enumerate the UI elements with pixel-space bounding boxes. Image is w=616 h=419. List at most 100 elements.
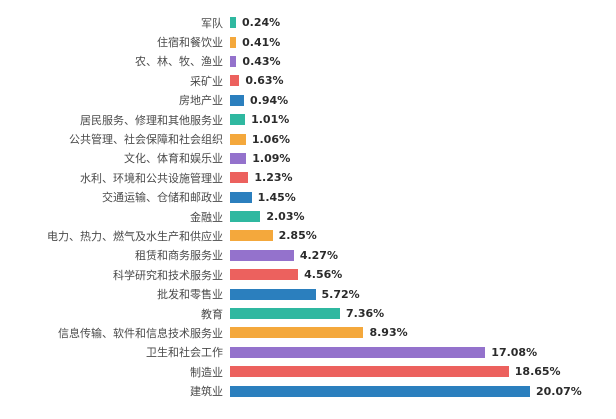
bar [230, 172, 249, 184]
chart-row: 文化、体育和娱乐业 1.09% [0, 149, 616, 168]
category-label: 科学研究和技术服务业 [113, 268, 223, 282]
category-label: 公共管理、社会保障和社会组织 [69, 133, 223, 147]
chart-row: 水利、环境和公共设施管理业 1.23% [0, 168, 616, 187]
value-label: 4.27% [299, 248, 338, 262]
value-label: 8.93% [369, 326, 408, 340]
category-label: 文化、体育和娱乐业 [124, 152, 223, 166]
chart-row: 电力、热力、燃气及水生产和供应业 2.85% [0, 226, 616, 245]
category-label: 教育 [201, 307, 223, 321]
bar-area: 17.08% [230, 346, 616, 359]
chart-row: 制造业 18.65% [0, 362, 616, 381]
value-label: 1.45% [257, 190, 296, 204]
value-label: 0.24% [242, 16, 281, 30]
category-label: 建筑业 [190, 385, 223, 399]
bar [230, 94, 245, 106]
chart-row: 公共管理、社会保障和社会组织 1.06% [0, 129, 616, 148]
bar [230, 114, 246, 126]
chart-row: 军队 0.24% [0, 13, 616, 32]
chart-row: 采矿业 0.63% [0, 71, 616, 90]
bar [230, 152, 247, 164]
value-label: 7.36% [346, 307, 385, 321]
chart-row: 居民服务、修理和其他服务业 1.01% [0, 110, 616, 129]
bar [230, 308, 340, 320]
chart-row: 房地产业 0.94% [0, 91, 616, 110]
bar-area: 0.43% [230, 55, 616, 68]
bar [230, 385, 530, 397]
bar-area: 5.72% [230, 288, 616, 301]
chart-row: 金融业 2.03% [0, 207, 616, 226]
bar-area: 4.56% [230, 268, 616, 281]
category-label: 卫生和社会工作 [146, 346, 223, 360]
bar-area: 0.41% [230, 36, 616, 49]
value-label: 1.01% [251, 113, 290, 127]
value-label: 1.09% [252, 151, 291, 165]
chart-row: 教育 7.36% [0, 304, 616, 323]
bar [230, 191, 252, 203]
bar-area: 2.03% [230, 210, 616, 223]
chart-row: 批发和零售业 5.72% [0, 284, 616, 303]
bar-area: 1.09% [230, 152, 616, 165]
bar [230, 346, 486, 358]
value-label: 2.03% [266, 210, 305, 224]
value-label: 0.43% [242, 54, 281, 68]
category-label: 居民服务、修理和其他服务业 [80, 113, 223, 127]
value-label: 1.23% [254, 171, 293, 185]
bar-area: 20.07% [230, 385, 616, 398]
value-label: 0.94% [250, 93, 289, 107]
bar [230, 288, 316, 300]
bar [230, 36, 237, 48]
value-label: 20.07% [536, 384, 582, 398]
category-label: 批发和零售业 [157, 288, 223, 302]
bar [230, 17, 236, 29]
bar [230, 366, 509, 378]
bar [230, 249, 294, 261]
bar-area: 18.65% [230, 365, 616, 378]
chart-row: 卫生和社会工作 17.08% [0, 343, 616, 362]
bar-area: 8.93% [230, 326, 616, 339]
category-label: 信息传输、软件和信息技术服务业 [58, 326, 223, 340]
category-label: 军队 [201, 16, 223, 30]
bar-area: 1.01% [230, 113, 616, 126]
bar-area: 2.85% [230, 229, 616, 242]
value-label: 0.41% [242, 35, 281, 49]
value-label: 2.85% [278, 229, 317, 243]
chart-row: 交通运输、仓储和邮政业 1.45% [0, 188, 616, 207]
category-label: 制造业 [190, 365, 223, 379]
bar [230, 230, 273, 242]
value-label: 4.56% [304, 268, 343, 282]
bar-area: 0.63% [230, 74, 616, 87]
chart-row: 租赁和商务服务业 4.27% [0, 246, 616, 265]
bar [230, 327, 364, 339]
category-label: 农、林、牧、渔业 [135, 55, 223, 69]
bar-area: 4.27% [230, 249, 616, 262]
category-label: 电力、热力、燃气及水生产和供应业 [47, 229, 223, 243]
value-label: 0.63% [245, 74, 284, 88]
category-label: 金融业 [190, 210, 223, 224]
category-label: 住宿和餐饮业 [157, 36, 223, 50]
chart-row: 信息传输、软件和信息技术服务业 8.93% [0, 323, 616, 342]
chart-row: 科学研究和技术服务业 4.56% [0, 265, 616, 284]
category-label: 水利、环境和公共设施管理业 [80, 171, 223, 185]
bar-area: 0.94% [230, 94, 616, 107]
bar [230, 269, 299, 281]
category-label: 采矿业 [190, 74, 223, 88]
value-label: 1.06% [251, 132, 291, 146]
bar-area: 0.24% [230, 16, 616, 29]
bar-area: 1.45% [230, 191, 616, 204]
chart-row: 农、林、牧、渔业 0.43% [0, 52, 616, 71]
bar [230, 211, 261, 223]
bar-area: 7.36% [230, 307, 616, 320]
bar [230, 133, 246, 145]
category-label: 交通运输、仓储和邮政业 [102, 191, 223, 205]
bar [230, 75, 240, 87]
bar [230, 55, 237, 67]
category-label: 租赁和商务服务业 [135, 249, 223, 263]
bar-area: 1.23% [230, 171, 616, 184]
category-label: 房地产业 [179, 94, 223, 108]
value-label: 18.65% [514, 365, 561, 379]
bar-area: 1.06% [230, 133, 616, 146]
value-label: 17.08% [491, 345, 538, 359]
chart-row: 建筑业 20.07% [0, 381, 616, 400]
chart-row: 住宿和餐饮业 0.41% [0, 32, 616, 51]
